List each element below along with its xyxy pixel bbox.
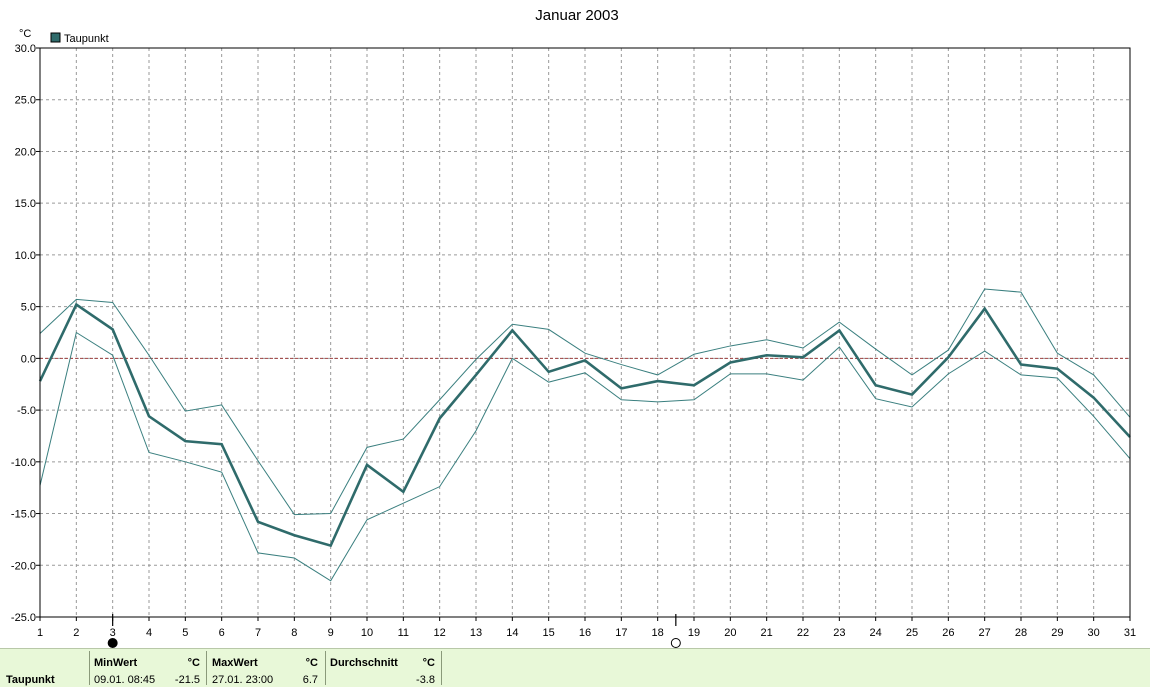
x-tick-label: 11 (398, 627, 409, 639)
y-tick-label: 20.0 (15, 146, 36, 158)
y-tick-label: -5.0 (17, 405, 36, 417)
avg-unit: °C (422, 657, 435, 669)
chart-svg: Januar 2003°C Taupunkt30.025.020.015.010.… (11, 7, 1136, 648)
min-unit: °C (187, 657, 200, 669)
y-tick-label: 10.0 (15, 250, 36, 262)
min-value: -21.5 (174, 674, 200, 686)
x-tick-label: 25 (906, 627, 918, 639)
stats-footer: Taupunkt MinWert °C 09.01. 08:45 -21.5 M… (0, 648, 1150, 687)
avg-header: Durchschnitt (330, 657, 398, 669)
x-tick-label: 24 (870, 627, 882, 639)
series-line-max (39, 288, 1131, 516)
x-tick-label: 31 (1124, 627, 1136, 639)
y-tick-label: 0.0 (21, 353, 36, 365)
x-tick-label: 4 (146, 627, 152, 639)
x-tick-label: 19 (688, 627, 700, 639)
x-tick-label: 29 (1051, 627, 1063, 639)
x-tick-label: 1 (37, 627, 43, 639)
series-line-mean (38, 302, 1131, 548)
y-tick-label: 25.0 (15, 95, 36, 107)
plot-frame (39, 47, 1131, 618)
y-tick-label: 30.0 (15, 43, 36, 55)
y-axis-unit: °C (19, 28, 31, 40)
y-tick-label: -20.0 (11, 560, 36, 572)
max-value: 6.7 (302, 674, 318, 686)
y-tick-label: -15.0 (11, 509, 36, 521)
x-tick-label: 2 (73, 627, 79, 639)
footer-series-label: Taupunkt (6, 674, 55, 686)
x-tick-label: 7 (255, 627, 261, 639)
legend-label: Taupunkt (64, 33, 109, 45)
x-tick-label: 10 (361, 627, 373, 639)
x-tick-label: 18 (652, 627, 664, 639)
x-tick-label: 15 (543, 627, 555, 639)
x-tick-label: 17 (615, 627, 627, 639)
max-header: MaxWert (212, 657, 258, 669)
y-tick-label: 15.0 (15, 198, 36, 210)
x-tick-label: 13 (470, 627, 482, 639)
x-tick-label: 3 (110, 627, 116, 639)
x-tick-label: 28 (1015, 627, 1027, 639)
x-tick-label: 22 (797, 627, 809, 639)
x-tick-label: 9 (328, 627, 334, 639)
y-tick-label: 5.0 (21, 302, 36, 314)
chart: Januar 2003 °C Taupunkt 30.0 25.0 20.0 15.0 10.… (11, 7, 1136, 648)
chart-title: Januar 2003 (535, 7, 618, 24)
min-header: MinWert (94, 657, 138, 669)
x-tick-label: 14 (506, 627, 518, 639)
x-tick-label: 26 (942, 627, 954, 639)
x-tick-label: 6 (219, 627, 225, 639)
new-moon-icon (107, 638, 118, 648)
legend-swatch (50, 32, 61, 43)
x-tick-label: 20 (724, 627, 736, 639)
full-moon-icon (670, 638, 681, 648)
max-unit: °C (305, 657, 318, 669)
x-tick-label: 27 (979, 627, 991, 639)
x-tick-label: 5 (182, 627, 188, 639)
x-tick-label: 12 (434, 627, 446, 639)
x-tick-label: 16 (579, 627, 591, 639)
min-when: 09.01. 08:45 (94, 674, 156, 686)
x-tick-label: 30 (1088, 627, 1100, 639)
x-tick-label: 23 (833, 627, 845, 639)
x-tick-label: 8 (291, 627, 297, 639)
avg-value: -3.8 (416, 674, 435, 686)
series-line-min (39, 331, 1131, 582)
x-tick-label: 21 (761, 627, 773, 639)
y-tick-label: -25.0 (11, 612, 36, 624)
y-tick-label: -10.0 (11, 457, 36, 469)
max-when: 27.01. 23:00 (212, 674, 274, 686)
